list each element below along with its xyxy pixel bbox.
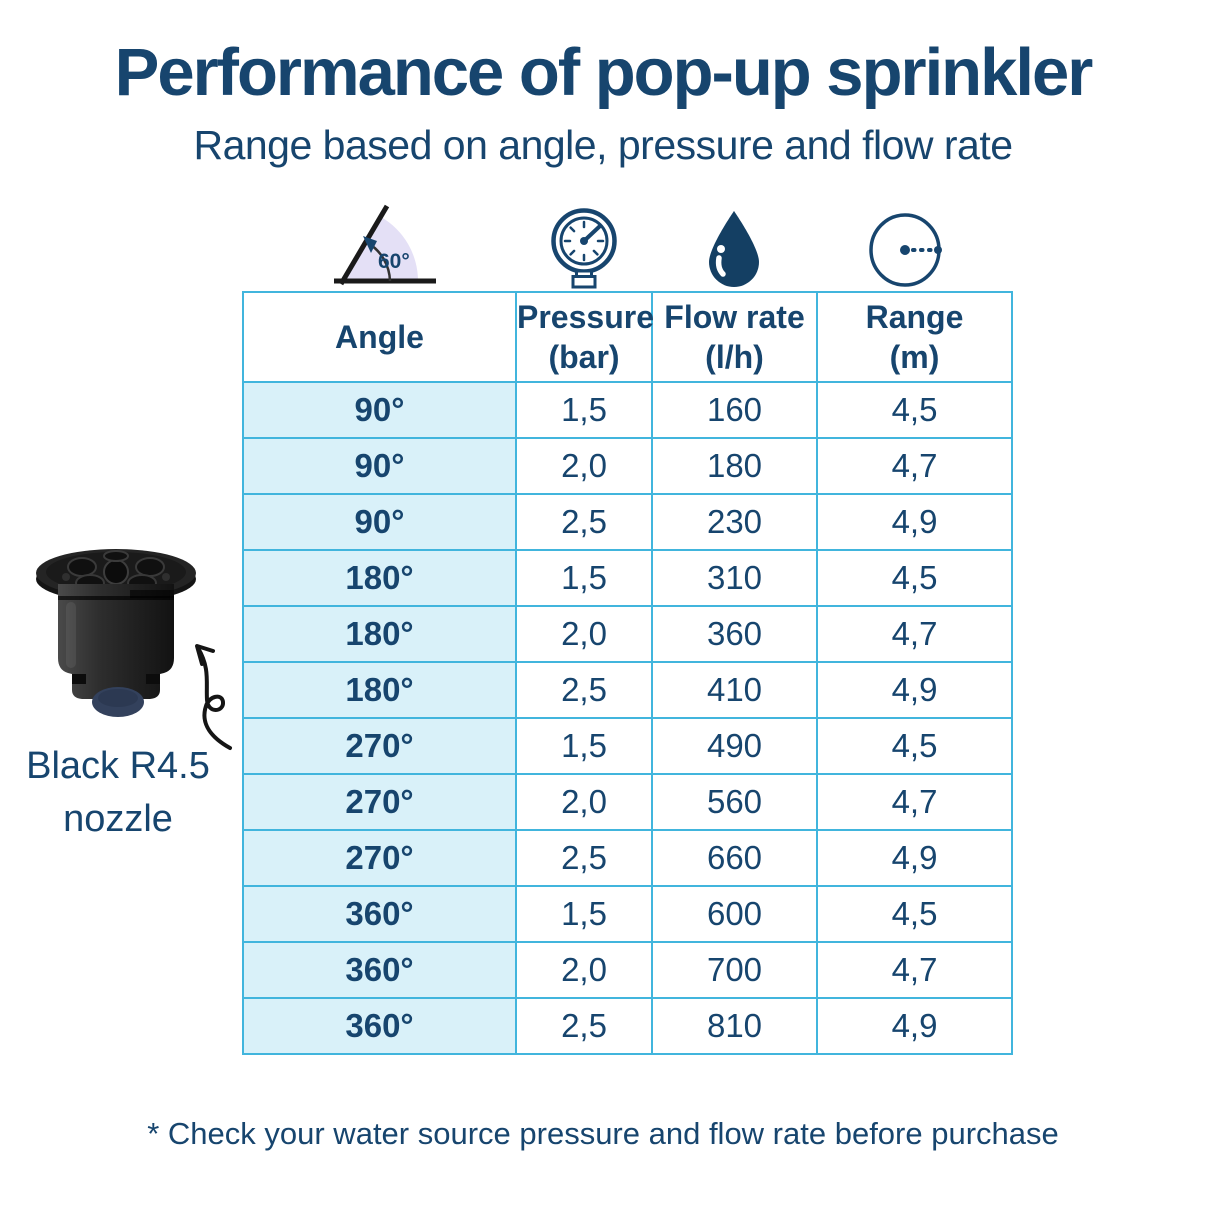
value-cell: 490 bbox=[651, 717, 818, 775]
table-row: 360° 2,5 810 4,9 bbox=[242, 997, 1013, 1055]
value-cell: 2,5 bbox=[515, 661, 653, 719]
value-cell: 2,0 bbox=[515, 773, 653, 831]
table-row: 270° 2,0 560 4,7 bbox=[242, 773, 1013, 831]
column-header-pressure: Pressure (bar) bbox=[515, 291, 654, 383]
angle-cell: 270° bbox=[242, 773, 517, 831]
angle-cell: 360° bbox=[242, 941, 517, 999]
table-row: 90° 1,5 160 4,5 bbox=[242, 381, 1013, 439]
angle-cell: 90° bbox=[242, 381, 517, 439]
pressure-gauge-icon bbox=[545, 205, 623, 289]
value-cell: 700 bbox=[651, 941, 818, 999]
column-label: Range bbox=[865, 299, 964, 335]
table-row: 360° 2,0 700 4,7 bbox=[242, 941, 1013, 999]
page-subtitle: Range based on angle, pressure and flow … bbox=[193, 122, 1013, 168]
product-figure: Black R4.5 nozzle bbox=[18, 546, 240, 856]
value-cell: 310 bbox=[651, 549, 818, 607]
value-cell: 2,5 bbox=[515, 997, 653, 1055]
footnote: * Check your water source pressure and f… bbox=[147, 1116, 1059, 1151]
table-row: 180° 2,5 410 4,9 bbox=[242, 661, 1013, 719]
value-cell: 560 bbox=[651, 773, 818, 831]
column-unit: (l/h) bbox=[705, 339, 764, 375]
performance-table: Angle Pressure (bar) Flow rate (l/h) Range (m)… bbox=[242, 291, 1013, 1055]
angle-cell: 360° bbox=[242, 885, 517, 943]
value-cell: 4,9 bbox=[816, 661, 1013, 719]
angle-cell: 90° bbox=[242, 437, 517, 495]
column-header-flow-rate: Flow rate (l/h) bbox=[651, 291, 818, 383]
angle-60-icon: 60° bbox=[326, 201, 442, 289]
angle-cell: 270° bbox=[242, 717, 517, 775]
table-header-row: Angle Pressure (bar) Flow rate (l/h) Range (m) bbox=[242, 291, 1013, 383]
value-cell: 2,0 bbox=[515, 941, 653, 999]
column-header-angle: Angle bbox=[242, 291, 517, 383]
product-label: Black R4.5 nozzle bbox=[18, 740, 218, 846]
angle-cell: 270° bbox=[242, 829, 517, 887]
water-drop-icon bbox=[699, 207, 769, 287]
value-cell: 1,5 bbox=[515, 381, 653, 439]
curved-arrow-icon bbox=[195, 644, 232, 750]
value-cell: 4,5 bbox=[816, 885, 1013, 943]
product-label-line1: Black R4.5 bbox=[26, 745, 210, 787]
angle-cell: 180° bbox=[242, 661, 517, 719]
table-row: 90° 2,5 230 4,9 bbox=[242, 493, 1013, 551]
value-cell: 2,5 bbox=[515, 829, 653, 887]
value-cell: 4,9 bbox=[816, 829, 1013, 887]
value-cell: 410 bbox=[651, 661, 818, 719]
angle-cell: 90° bbox=[242, 493, 517, 551]
nozzle-image bbox=[36, 549, 196, 717]
value-cell: 4,5 bbox=[816, 381, 1013, 439]
range-radius-icon bbox=[859, 211, 951, 289]
angle-cell: 180° bbox=[242, 605, 517, 663]
value-cell: 2,0 bbox=[515, 605, 653, 663]
column-label: Pressure bbox=[517, 299, 654, 335]
value-cell: 4,5 bbox=[816, 717, 1013, 775]
value-cell: 4,7 bbox=[816, 605, 1013, 663]
value-cell: 4,9 bbox=[816, 493, 1013, 551]
value-cell: 660 bbox=[651, 829, 818, 887]
product-label-line2: nozzle bbox=[63, 798, 173, 841]
angle-cell: 360° bbox=[242, 997, 517, 1055]
column-unit: (m) bbox=[889, 339, 940, 375]
value-cell: 2,0 bbox=[515, 437, 653, 495]
value-cell: 230 bbox=[651, 493, 818, 551]
value-cell: 4,7 bbox=[816, 941, 1013, 999]
column-label: Angle bbox=[335, 319, 424, 355]
table-row: 180° 1,5 310 4,5 bbox=[242, 549, 1013, 607]
value-cell: 4,7 bbox=[816, 773, 1013, 831]
value-cell: 4,5 bbox=[816, 549, 1013, 607]
table-row: 360° 1,5 600 4,5 bbox=[242, 885, 1013, 943]
value-cell: 160 bbox=[651, 381, 818, 439]
table-row: 90° 2,0 180 4,7 bbox=[242, 437, 1013, 495]
value-cell: 180 bbox=[651, 437, 818, 495]
value-cell: 600 bbox=[651, 885, 818, 943]
value-cell: 4,9 bbox=[816, 997, 1013, 1055]
angle-value-label: 60° bbox=[378, 250, 410, 273]
value-cell: 810 bbox=[651, 997, 818, 1055]
value-cell: 4,7 bbox=[816, 437, 1013, 495]
table-row: 270° 1,5 490 4,5 bbox=[242, 717, 1013, 775]
value-cell: 1,5 bbox=[515, 885, 653, 943]
value-cell: 1,5 bbox=[515, 549, 653, 607]
value-cell: 1,5 bbox=[515, 717, 653, 775]
value-cell: 2,5 bbox=[515, 493, 653, 551]
column-label: Flow rate bbox=[664, 299, 805, 335]
page-title: Performance of pop-up sprinkler bbox=[114, 35, 1094, 110]
column-unit: (bar) bbox=[548, 339, 620, 375]
table-row: 180° 2,0 360 4,7 bbox=[242, 605, 1013, 663]
value-cell: 360 bbox=[651, 605, 818, 663]
column-header-range: Range (m) bbox=[816, 291, 1013, 383]
table-row: 270° 2,5 660 4,9 bbox=[242, 829, 1013, 887]
angle-cell: 180° bbox=[242, 549, 517, 607]
